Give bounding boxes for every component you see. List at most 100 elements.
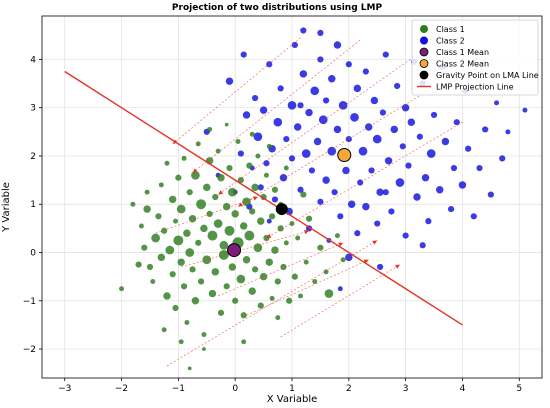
class1-point <box>269 213 276 220</box>
class1-point <box>275 315 281 321</box>
y-axis-label: Y Variable <box>1 182 12 233</box>
class1-point <box>324 289 334 298</box>
class2-point <box>266 61 273 68</box>
class2-point <box>317 29 324 36</box>
class1-point <box>178 339 184 345</box>
class2-point <box>297 186 304 193</box>
class2-point <box>399 143 406 150</box>
class1-point <box>334 233 340 239</box>
class2-point <box>357 179 364 186</box>
class2-point <box>333 41 342 49</box>
class2-point <box>225 77 234 85</box>
class1-point <box>195 239 202 246</box>
class2-points <box>203 27 528 292</box>
class1-point <box>177 258 185 266</box>
class1-point <box>173 218 179 224</box>
class1-point <box>249 208 256 215</box>
projection-arrow <box>166 240 378 367</box>
class2-point <box>450 164 458 172</box>
class1-point <box>265 258 273 266</box>
class2-point <box>331 189 338 196</box>
class2-point <box>407 118 416 126</box>
y-tick-label: 4 <box>30 55 36 65</box>
x-tick-label: 1 <box>289 384 295 394</box>
class2-point <box>402 232 409 239</box>
gravity-point-marker <box>275 203 288 216</box>
class1-point <box>175 174 182 181</box>
class1-point <box>240 312 247 319</box>
class2-point <box>499 155 506 162</box>
class1-point <box>181 155 187 161</box>
class1-point <box>135 261 142 268</box>
class1-point <box>186 189 193 196</box>
projection-arrow <box>280 264 401 338</box>
legend-box <box>411 19 539 96</box>
class1-point <box>317 244 324 251</box>
class1-point <box>235 139 241 144</box>
arrow-head <box>338 242 344 247</box>
class1-point <box>283 240 289 246</box>
legend-label: Class 1 Mean <box>436 48 489 57</box>
class2-point <box>317 198 324 205</box>
class2-point <box>322 176 330 184</box>
class2-point <box>242 111 251 119</box>
class2-point <box>370 96 379 105</box>
class1-point <box>201 332 207 338</box>
class1-point <box>203 183 211 192</box>
legend-marker-swatch <box>419 70 429 80</box>
class2-point <box>354 230 361 237</box>
legend-entry: Class 2 <box>420 36 465 46</box>
projection-arrows <box>155 37 463 367</box>
class1-point <box>236 274 246 284</box>
class1-point <box>291 273 298 280</box>
x-axis-label: X Variable <box>267 394 318 405</box>
class1-point <box>239 222 248 230</box>
legend-entry: Class 1 <box>420 25 465 34</box>
class1-point <box>263 172 269 178</box>
class1-point <box>237 177 244 184</box>
class1-point <box>176 204 186 214</box>
class2-point <box>421 173 430 182</box>
arrow-head <box>192 168 198 173</box>
class2-point <box>458 181 467 189</box>
class2-point <box>338 100 348 110</box>
class1-point <box>241 339 247 345</box>
class1-point <box>161 227 168 234</box>
class2-point <box>317 56 324 63</box>
class2-point <box>476 164 483 172</box>
class2-point <box>376 188 384 196</box>
class2-point <box>251 94 259 102</box>
class2-point <box>401 103 410 112</box>
x-axis-ticks: −3 −2 −1 0 1 2 3 4 5 <box>58 378 522 394</box>
class1-point <box>224 122 229 127</box>
class2-point <box>447 205 455 213</box>
class1-point <box>187 366 192 371</box>
class1-point <box>185 248 195 257</box>
class1-point <box>157 253 166 262</box>
mean-markers <box>227 148 352 258</box>
class1-point <box>208 289 217 298</box>
class1-point <box>217 309 225 316</box>
class2-point <box>362 202 370 211</box>
class1-point <box>249 131 255 137</box>
class1-point <box>173 235 184 246</box>
arrow-head <box>304 229 310 235</box>
x-tick-label: 2 <box>346 384 352 394</box>
class2-point <box>430 111 438 119</box>
class2-point <box>310 86 320 96</box>
class2-point <box>266 218 272 224</box>
class1-point <box>283 165 289 171</box>
class2-point <box>395 178 405 187</box>
class1-point <box>169 271 176 278</box>
class2-point <box>277 85 284 92</box>
class2-point <box>259 106 268 114</box>
class1-point <box>202 255 212 265</box>
class1-point <box>251 183 259 192</box>
class2-point <box>322 97 330 104</box>
class2-point <box>482 126 489 133</box>
x-tick-label: 0 <box>232 384 238 394</box>
class2-point <box>362 68 369 75</box>
class2-point <box>494 100 500 106</box>
class2-point <box>441 137 450 146</box>
class1-point <box>119 286 125 292</box>
